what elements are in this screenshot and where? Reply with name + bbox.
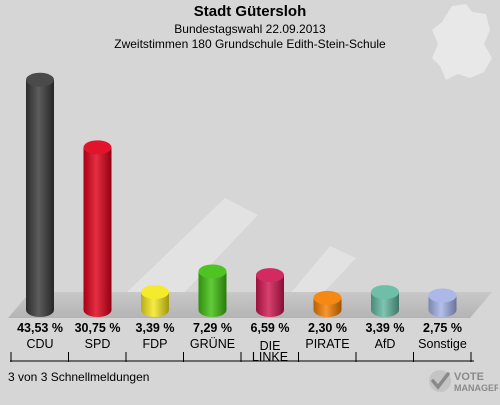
value-label: 30,75 %: [75, 321, 121, 335]
bar-1: [83, 140, 112, 318]
checkmark-icon: [429, 370, 451, 392]
value-label: 2,75 %: [423, 321, 462, 335]
bar-5: [313, 290, 342, 318]
chart-subtitle: Bundestagswahl 22.09.2013: [174, 22, 326, 36]
category-label: PIRATE: [305, 337, 349, 351]
category-label: DIE LINKE: [252, 339, 288, 364]
bar-3: [198, 264, 227, 318]
bar-7: [428, 288, 457, 318]
value-label: 2,30 %: [308, 321, 347, 335]
germany-map-icon: [432, 4, 492, 80]
bar-2: [141, 285, 169, 317]
category-label: SPD: [85, 337, 111, 351]
category-label: Sonstige: [418, 337, 467, 351]
chart-title: Stadt Gütersloh: [193, 3, 307, 20]
category-label: AfD: [375, 337, 396, 351]
bar-4: [256, 268, 284, 317]
category-label: FDP: [143, 337, 168, 351]
value-label: 3,39 %: [136, 321, 175, 335]
value-label: 6,59 %: [251, 321, 290, 335]
background-stripe: [100, 198, 258, 318]
chart-floor: [8, 292, 492, 318]
category-label: CDU: [26, 337, 53, 351]
logo-text-vote: VOTE: [454, 371, 484, 383]
footer-text: 3 von 3 Schnellmeldungen: [8, 370, 150, 384]
chart-subtitle-2: Zweitstimmen 180 Grundschule Edith-Stein…: [114, 37, 386, 51]
value-label: 43,53 %: [17, 321, 63, 335]
bar-6: [371, 285, 399, 317]
bar-0: [26, 72, 54, 318]
logo-text-manager: MANAGER: [454, 383, 498, 393]
votemanager-logo: VOTE MANAGER: [429, 370, 498, 393]
category-label: GRÜNE: [190, 337, 235, 351]
value-label: 7,29 %: [193, 321, 232, 335]
value-label: 3,39 %: [366, 321, 405, 335]
